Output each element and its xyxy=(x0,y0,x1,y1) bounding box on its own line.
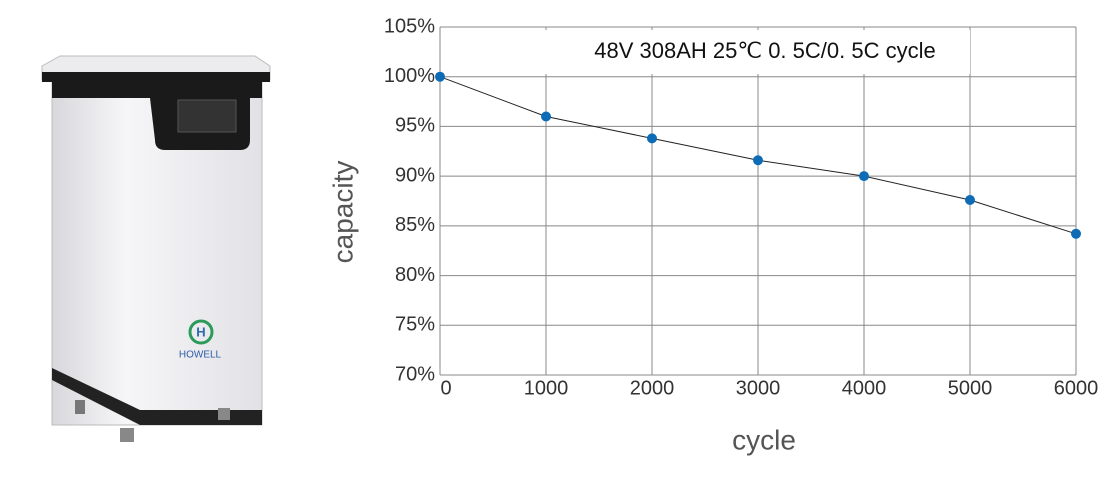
title-box xyxy=(545,30,970,74)
y-tick-label: 95% xyxy=(395,115,435,137)
data-point xyxy=(1071,228,1081,239)
svg-text:H: H xyxy=(196,324,205,339)
y-tick-label: 70% xyxy=(395,363,435,385)
data-point xyxy=(965,195,975,206)
y-tick-label: 90% xyxy=(395,164,435,186)
y-tick-label: 85% xyxy=(395,214,435,236)
x-tick-label: 5000 xyxy=(948,377,993,399)
brand: HOWELL xyxy=(179,350,222,361)
data-point xyxy=(647,133,657,144)
y-tick-label: 80% xyxy=(395,264,435,286)
y-axis-label: capacity xyxy=(327,161,358,264)
x-axis-label: cycle xyxy=(732,424,796,455)
data-point xyxy=(859,171,869,182)
data-point xyxy=(541,111,551,122)
data-point xyxy=(435,71,445,82)
y-tick-label: 100% xyxy=(384,65,435,87)
y-tick-label: 75% xyxy=(395,314,435,336)
x-tick-label: 4000 xyxy=(842,377,887,399)
x-tick-label: 6000 xyxy=(1054,377,1099,399)
y-tick-label: 105% xyxy=(384,15,435,37)
x-tick-label: 0 xyxy=(440,377,451,399)
chart: capacity cycle 70% 75% 80% 85% 90% 95% 100% 105… xyxy=(327,15,1098,455)
data-point xyxy=(753,155,763,166)
product-image: H HOWELL xyxy=(41,55,271,442)
x-tick-label: 1000 xyxy=(524,377,569,399)
x-tick-label: 2000 xyxy=(630,377,675,399)
chart-title: 48V 308AH 25℃ 0. 5C/0. 5C cycle xyxy=(594,38,935,63)
x-tick-label: 3000 xyxy=(736,377,781,399)
